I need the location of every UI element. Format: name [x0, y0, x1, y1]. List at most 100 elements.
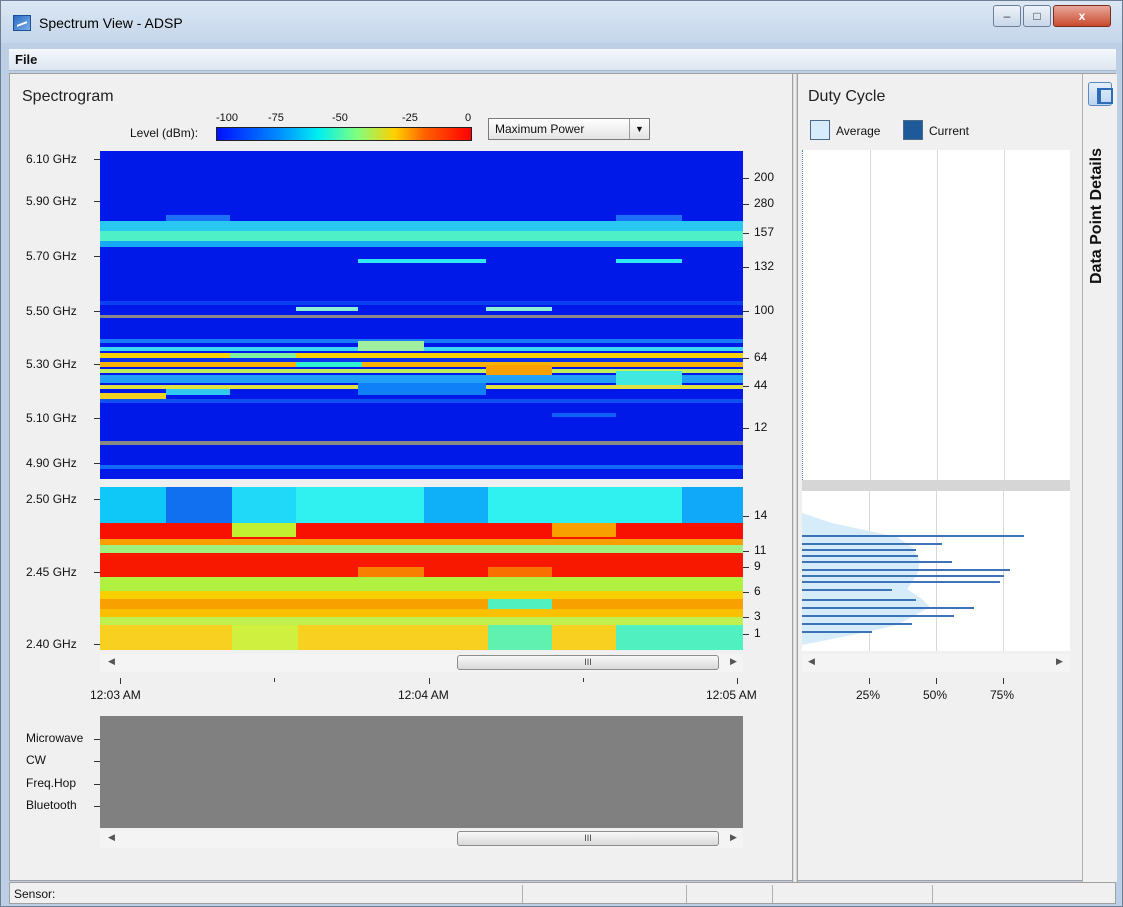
close-button[interactable]: x — [1053, 5, 1111, 27]
panel-splitter[interactable] — [792, 74, 798, 882]
tick — [743, 267, 749, 268]
band — [100, 358, 743, 362]
current-duty-bar — [802, 561, 952, 563]
tick — [429, 678, 430, 684]
minimize-button[interactable]: – — [993, 5, 1021, 27]
panel-toggle-icon[interactable] — [1088, 82, 1113, 106]
current-duty-bar — [802, 543, 942, 545]
legend-current-swatch — [903, 120, 923, 140]
freq-label: 5.30 GHz — [26, 357, 77, 371]
colorbar-tick: -50 — [332, 112, 348, 124]
legend-average-swatch — [810, 120, 830, 140]
spectrogram-5ghz[interactable] — [100, 151, 743, 479]
status-separator — [772, 885, 773, 903]
classification-scroll-thumb[interactable]: III — [457, 831, 719, 846]
tick — [743, 386, 749, 387]
status-separator — [522, 885, 523, 903]
spectrogram-24ghz[interactable] — [100, 487, 743, 650]
data-point-details-tab[interactable]: Data Point Details — [1088, 147, 1105, 284]
scroll-left-icon[interactable]: ◀ — [808, 656, 815, 666]
current-duty-bar — [802, 615, 954, 617]
classification-scrollbar[interactable]: ◀ III ▶ — [100, 830, 743, 848]
tick — [94, 418, 100, 419]
band — [100, 591, 743, 599]
freq-label: 4.90 GHz — [26, 456, 77, 470]
band — [100, 393, 166, 399]
tick — [743, 204, 749, 205]
channel-label: 132 — [754, 259, 775, 273]
power-mode-value: Maximum Power — [495, 122, 585, 136]
tick — [120, 678, 121, 684]
average-duty-cycle-area — [802, 513, 930, 645]
tick — [1003, 678, 1004, 684]
scroll-right-icon[interactable]: ▶ — [730, 832, 737, 842]
current-duty-bar — [802, 575, 1004, 577]
band — [100, 231, 743, 241]
legend-current-label: Current — [929, 124, 970, 138]
tick — [94, 806, 100, 807]
spectrogram-scroll-thumb[interactable]: III — [457, 655, 719, 670]
current-duty-bar — [802, 569, 1010, 571]
band — [358, 341, 424, 351]
tick — [743, 617, 749, 618]
scroll-right-icon[interactable]: ▶ — [730, 656, 737, 666]
band — [100, 465, 743, 469]
channel-label: 100 — [754, 303, 775, 317]
menu-file[interactable]: File — [15, 52, 38, 67]
band — [100, 362, 743, 367]
freq-label: 5.50 GHz — [26, 304, 77, 318]
spectrum-app-icon — [13, 15, 31, 31]
band — [100, 315, 743, 318]
scroll-left-icon[interactable]: ◀ — [108, 832, 115, 842]
band — [358, 259, 486, 263]
band — [100, 241, 743, 247]
freq-label: 2.45 GHz — [26, 565, 77, 579]
band — [100, 617, 743, 625]
gridline — [936, 491, 937, 651]
freq-label: 5.70 GHz — [26, 249, 77, 263]
time-label: 12:03 AM — [90, 688, 141, 702]
freq-label: 6.10 GHz — [26, 152, 77, 166]
band — [682, 487, 743, 523]
time-label: 12:05 AM — [706, 688, 757, 702]
current-duty-bar — [802, 555, 918, 557]
channel-label: 1 — [754, 626, 761, 640]
band — [100, 609, 743, 617]
tick — [743, 634, 749, 635]
freq-label: 5.10 GHz — [26, 411, 77, 425]
band — [486, 307, 552, 311]
channel-label: 64 — [754, 350, 768, 364]
current-duty-bar — [802, 631, 872, 633]
current-duty-bar — [802, 589, 892, 591]
freq-label: 2.40 GHz — [26, 637, 77, 651]
scroll-right-icon[interactable]: ▶ — [1056, 656, 1063, 666]
status-bar: Sensor: — [9, 882, 1116, 904]
channel-label: 9 — [754, 559, 761, 573]
tick — [743, 516, 749, 517]
chevron-down-icon[interactable]: ▼ — [629, 119, 649, 139]
channel-label: 12 — [754, 420, 768, 434]
scroll-left-icon[interactable]: ◀ — [108, 656, 115, 666]
tick — [94, 499, 100, 500]
band — [166, 215, 230, 221]
freq-label: 2.50 GHz — [26, 492, 77, 506]
tick — [94, 463, 100, 464]
tick — [94, 311, 100, 312]
power-mode-dropdown[interactable]: Maximum Power ▼ — [488, 118, 650, 140]
tick — [743, 233, 749, 234]
device-classification-panel[interactable] — [100, 716, 743, 828]
gridline — [1004, 150, 1005, 480]
duty-cycle-title: Duty Cycle — [808, 88, 886, 105]
maximize-button[interactable]: □ — [1023, 5, 1051, 27]
current-duty-bar — [802, 599, 916, 601]
band — [100, 399, 743, 403]
class-label: Microwave — [26, 731, 84, 745]
window-title: Spectrum View - ADSP — [39, 15, 183, 31]
duty-cycle-scrollbar[interactable]: ◀ ▶ — [802, 654, 1070, 672]
band — [100, 369, 743, 373]
band — [100, 545, 743, 553]
band — [552, 413, 616, 417]
spectrogram-scrollbar[interactable]: ◀ III ▶ — [100, 654, 743, 672]
band — [488, 625, 552, 650]
